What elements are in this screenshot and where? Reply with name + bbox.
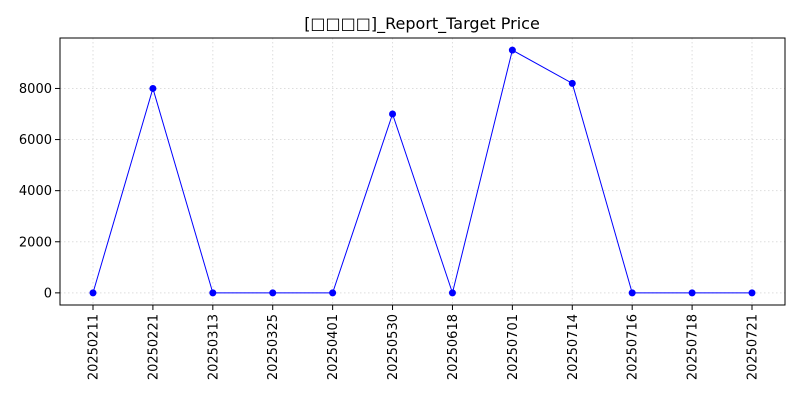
- x-tick-label: 20250313: [206, 314, 221, 380]
- x-tick-label: 20250714: [566, 314, 581, 380]
- grid-layer: [60, 38, 785, 305]
- data-point: [329, 289, 337, 297]
- data-point: [688, 289, 696, 297]
- series-line: [92, 49, 752, 295]
- chart-title: [□□□□]_Report_Target Price: [304, 14, 540, 34]
- data-point: [389, 110, 397, 118]
- data-point: [628, 289, 636, 297]
- x-tick-label: 20250221: [146, 314, 161, 380]
- data-point: [568, 79, 576, 87]
- data-point: [448, 289, 456, 297]
- data-point: [508, 46, 516, 54]
- data-point: [149, 84, 157, 92]
- data-point: [209, 289, 217, 297]
- x-tick-label: 20250530: [386, 314, 401, 380]
- y-axis: 0 2000 4000 6000 8000: [19, 82, 60, 301]
- y-tick-label: 4000: [19, 184, 52, 199]
- y-tick-label: 2000: [19, 235, 52, 250]
- y-tick-label: 8000: [19, 82, 52, 97]
- series-layer: [89, 46, 756, 297]
- x-tick-label: 20250721: [746, 314, 761, 380]
- x-tick-label: 20250401: [326, 314, 341, 380]
- y-tick-label: 6000: [19, 133, 52, 148]
- x-tick-label: 20250211: [87, 314, 102, 380]
- x-tick-label: 20250618: [446, 314, 461, 380]
- data-point: [89, 289, 97, 297]
- x-tick-label: 20250716: [626, 314, 641, 380]
- x-tick-label: 20250701: [506, 314, 521, 380]
- y-tick-label: 0: [44, 286, 52, 301]
- x-axis: 20250211 20250221 20250313 20250325 20250401…: [87, 305, 761, 380]
- x-tick-label: 20250718: [686, 314, 701, 380]
- data-point: [748, 289, 756, 297]
- plot-frame: [59, 37, 786, 306]
- x-tick-label: 20250325: [266, 314, 281, 380]
- data-point: [269, 289, 277, 297]
